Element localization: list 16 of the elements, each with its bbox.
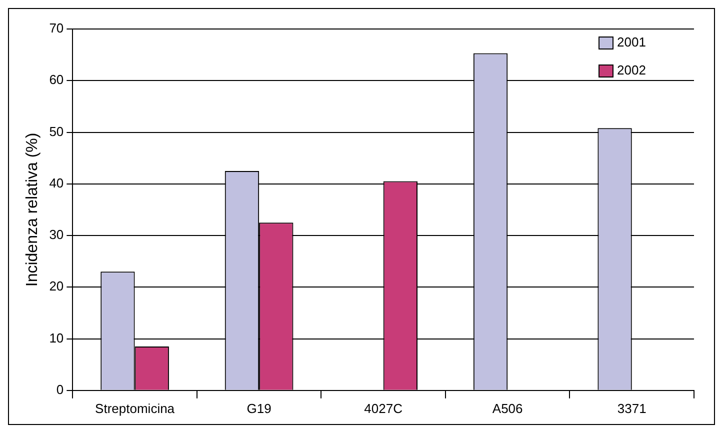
y-tick-label: 0 [56,382,64,397]
legend-label: 2001 [617,34,646,50]
x-tick-label: 3371 [617,400,646,416]
y-tick-label: 60 [49,72,64,88]
y-tick-label: 40 [49,175,64,190]
y-tick-label: 20 [49,278,64,294]
y-tick-label: 10 [49,330,64,346]
y-tick-label: 70 [49,20,64,36]
x-tick-label: A506 [492,400,523,416]
x-tick-label: G19 [246,400,272,416]
y-tick-label: 50 [49,124,64,139]
x-tick-label: Streptomicina [95,400,176,416]
x-tick-label: 4027C [364,400,402,416]
legend-label: 2002 [617,62,646,78]
y-tick-label: 30 [49,227,64,242]
y-axis-title: Incidenza relativa (%) [24,132,42,287]
